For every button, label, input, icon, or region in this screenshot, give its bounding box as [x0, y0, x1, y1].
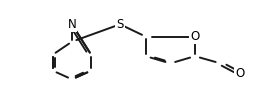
Text: S: S — [116, 18, 124, 31]
Text: O: O — [190, 30, 200, 43]
Text: O: O — [235, 67, 245, 80]
Text: N: N — [68, 18, 76, 31]
